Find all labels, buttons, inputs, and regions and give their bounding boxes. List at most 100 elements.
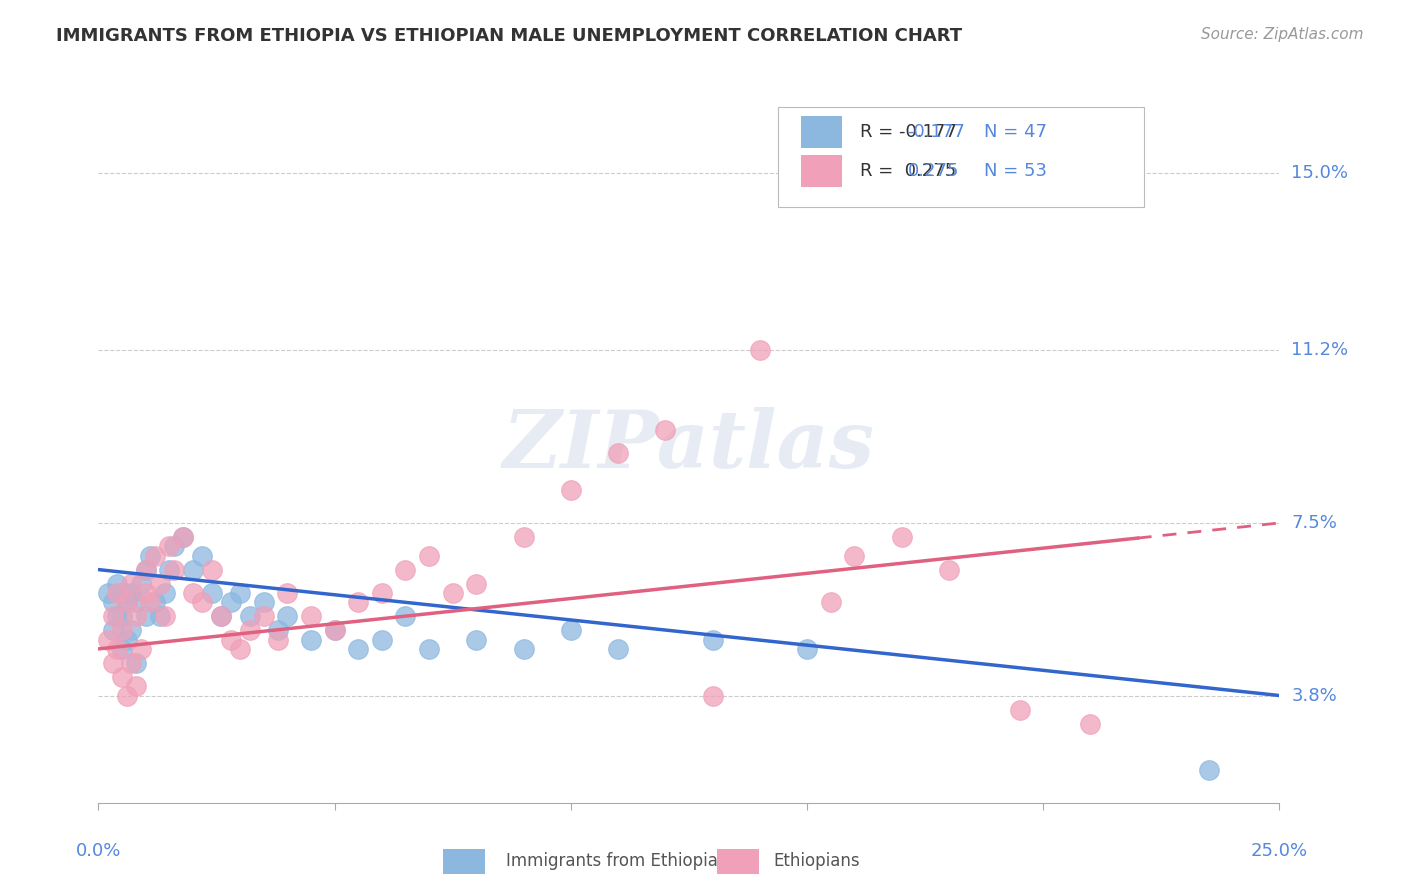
Point xyxy=(347,641,370,656)
Text: Ethiopians: Ethiopians xyxy=(773,852,860,870)
Point xyxy=(702,632,724,647)
Point xyxy=(105,586,128,600)
Point xyxy=(157,563,180,577)
Point xyxy=(125,595,148,609)
Point xyxy=(1008,702,1031,716)
Point xyxy=(371,586,394,600)
FancyBboxPatch shape xyxy=(778,107,1143,207)
Point xyxy=(323,624,346,638)
Point xyxy=(191,595,214,609)
Point xyxy=(181,586,204,600)
Point xyxy=(125,679,148,693)
Point xyxy=(105,641,128,656)
Point xyxy=(125,656,148,670)
Point xyxy=(101,656,124,670)
Point xyxy=(441,586,464,600)
Point xyxy=(371,632,394,647)
Point xyxy=(172,530,194,544)
Point xyxy=(820,595,842,609)
Text: 15.0%: 15.0% xyxy=(1291,164,1348,182)
Point xyxy=(111,586,134,600)
Point xyxy=(125,609,148,624)
Point xyxy=(239,609,262,624)
Point xyxy=(135,586,157,600)
Point xyxy=(139,595,162,609)
Text: -0.177: -0.177 xyxy=(907,123,966,141)
Point xyxy=(229,586,252,600)
FancyBboxPatch shape xyxy=(801,116,842,148)
Point xyxy=(267,632,290,647)
Point xyxy=(101,624,124,638)
Text: Source: ZipAtlas.com: Source: ZipAtlas.com xyxy=(1201,27,1364,42)
Point xyxy=(1198,763,1220,777)
Text: 11.2%: 11.2% xyxy=(1291,342,1348,359)
Point xyxy=(748,343,770,358)
FancyBboxPatch shape xyxy=(801,155,842,187)
Point xyxy=(654,423,676,437)
Text: Immigrants from Ethiopia: Immigrants from Ethiopia xyxy=(506,852,718,870)
Point xyxy=(115,632,138,647)
Point xyxy=(111,641,134,656)
Text: ZIPatlas: ZIPatlas xyxy=(503,408,875,484)
Text: N = 53: N = 53 xyxy=(984,162,1047,180)
Point xyxy=(153,609,176,624)
Point xyxy=(111,670,134,684)
Point xyxy=(149,576,172,591)
Point xyxy=(512,641,534,656)
Point xyxy=(129,576,152,591)
Point xyxy=(105,576,128,591)
Point xyxy=(219,632,242,647)
Point xyxy=(209,609,232,624)
Point xyxy=(253,595,276,609)
Point xyxy=(465,576,488,591)
Point xyxy=(157,539,180,553)
Text: N = 47: N = 47 xyxy=(984,123,1047,141)
Text: IMMIGRANTS FROM ETHIOPIA VS ETHIOPIAN MALE UNEMPLOYMENT CORRELATION CHART: IMMIGRANTS FROM ETHIOPIA VS ETHIOPIAN MA… xyxy=(56,27,962,45)
Point xyxy=(239,624,262,638)
Point xyxy=(139,549,162,563)
Point xyxy=(121,656,143,670)
Point xyxy=(560,624,582,638)
Point xyxy=(105,609,128,624)
Point xyxy=(465,632,488,647)
Point xyxy=(844,549,866,563)
Point xyxy=(143,549,166,563)
Point xyxy=(121,586,143,600)
Point xyxy=(796,641,818,656)
Point xyxy=(97,632,120,647)
Point xyxy=(163,539,186,553)
Point xyxy=(299,609,322,624)
Point xyxy=(347,595,370,609)
Point xyxy=(115,595,138,609)
Point xyxy=(229,641,252,656)
Point xyxy=(121,576,143,591)
Point xyxy=(299,632,322,647)
Point xyxy=(418,641,440,656)
Text: R = -0.177: R = -0.177 xyxy=(860,123,957,141)
Text: 25.0%: 25.0% xyxy=(1251,842,1308,860)
Point xyxy=(938,563,960,577)
Point xyxy=(267,624,290,638)
Text: 3.8%: 3.8% xyxy=(1291,687,1337,705)
Point xyxy=(115,689,138,703)
Point xyxy=(172,530,194,544)
Text: R =  0.275: R = 0.275 xyxy=(860,162,956,180)
Point xyxy=(253,609,276,624)
Point xyxy=(129,641,152,656)
Point xyxy=(607,446,630,460)
Point xyxy=(101,609,124,624)
Point xyxy=(607,641,630,656)
Point xyxy=(135,609,157,624)
Point xyxy=(135,563,157,577)
Point xyxy=(111,609,134,624)
Point xyxy=(209,609,232,624)
Text: 7.5%: 7.5% xyxy=(1291,514,1337,532)
Point xyxy=(219,595,242,609)
Point xyxy=(276,609,298,624)
Point xyxy=(163,563,186,577)
Point xyxy=(560,483,582,498)
Point xyxy=(890,530,912,544)
Point xyxy=(201,586,224,600)
Point xyxy=(323,624,346,638)
Point xyxy=(1080,716,1102,731)
